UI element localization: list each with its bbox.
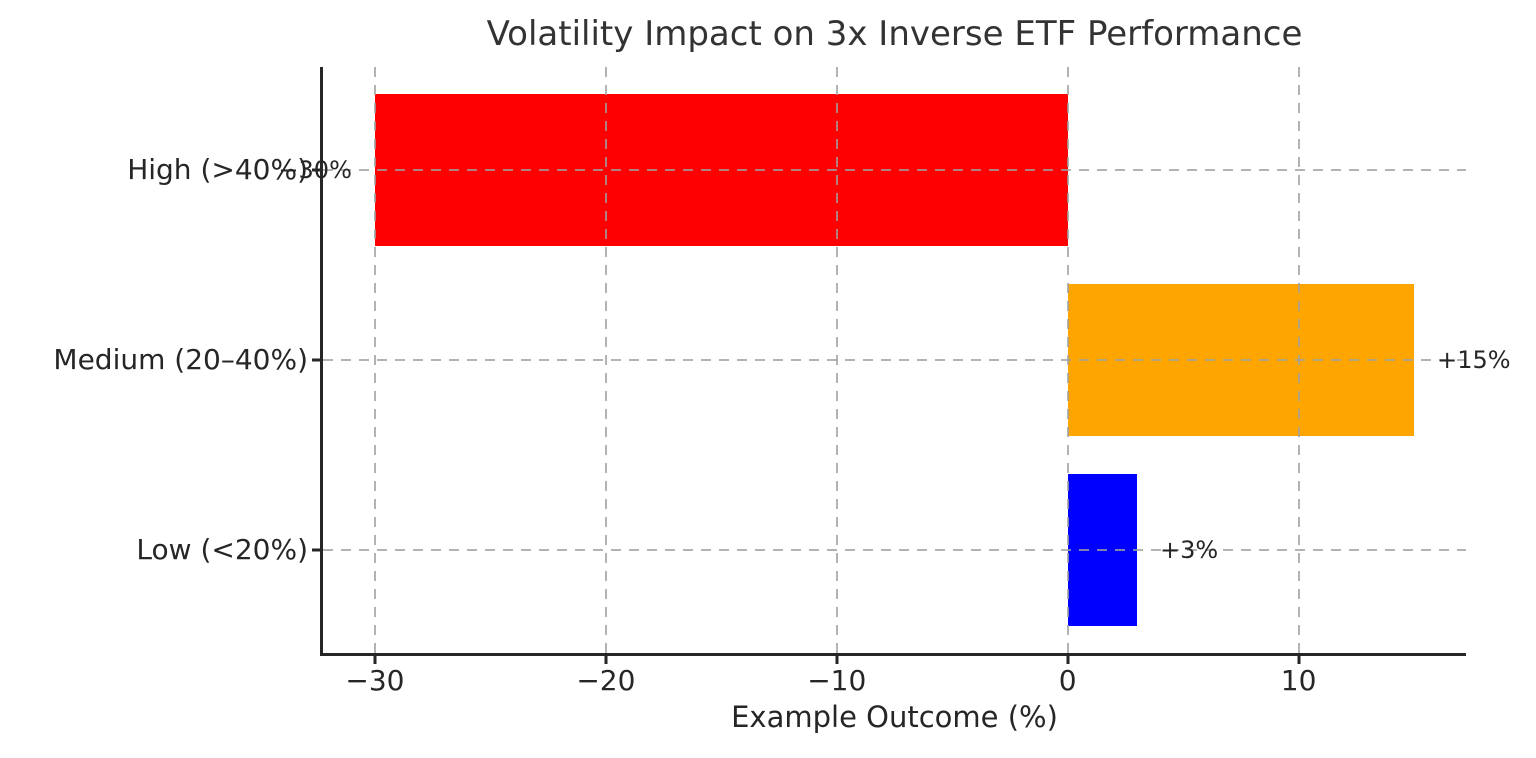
y-grid-line <box>323 359 1466 361</box>
x-tick-label: −30 <box>345 664 405 697</box>
x-tick-label: 10 <box>1280 664 1317 697</box>
x-axis-spine <box>320 653 1466 656</box>
x-tick-label: 0 <box>1058 664 1077 697</box>
bar-value-label: +3% <box>1160 536 1219 565</box>
y-axis-spine <box>320 67 323 656</box>
x-tick-mark <box>373 655 377 664</box>
y-tick-mark <box>312 168 321 172</box>
bar-value-label: +15% <box>1437 346 1511 374</box>
x-tick-label: −20 <box>576 664 636 697</box>
y-tick-label: High (>40%) <box>127 152 308 186</box>
y-tick-label: Medium (20–40%) <box>53 343 308 376</box>
y-tick-mark <box>312 548 321 552</box>
chart-title: Volatility Impact on 3x Inverse ETF Perf… <box>486 14 1303 54</box>
x-tick-mark <box>835 655 839 664</box>
x-tick-mark <box>1297 655 1301 664</box>
x-axis-label: Example Outcome (%) <box>731 700 1058 734</box>
y-tick-label: Low (<20%) <box>136 533 308 567</box>
y-grid-line <box>323 168 1466 171</box>
x-tick-mark <box>1066 655 1070 664</box>
y-grid-line <box>323 549 1466 552</box>
plot-area: −30% +15% +3% High (>40%) Medium (20–40%) Low… <box>53 67 1511 695</box>
x-tick-label: −10 <box>807 664 867 697</box>
x-tick-mark <box>604 655 608 664</box>
y-tick-mark <box>312 358 321 362</box>
